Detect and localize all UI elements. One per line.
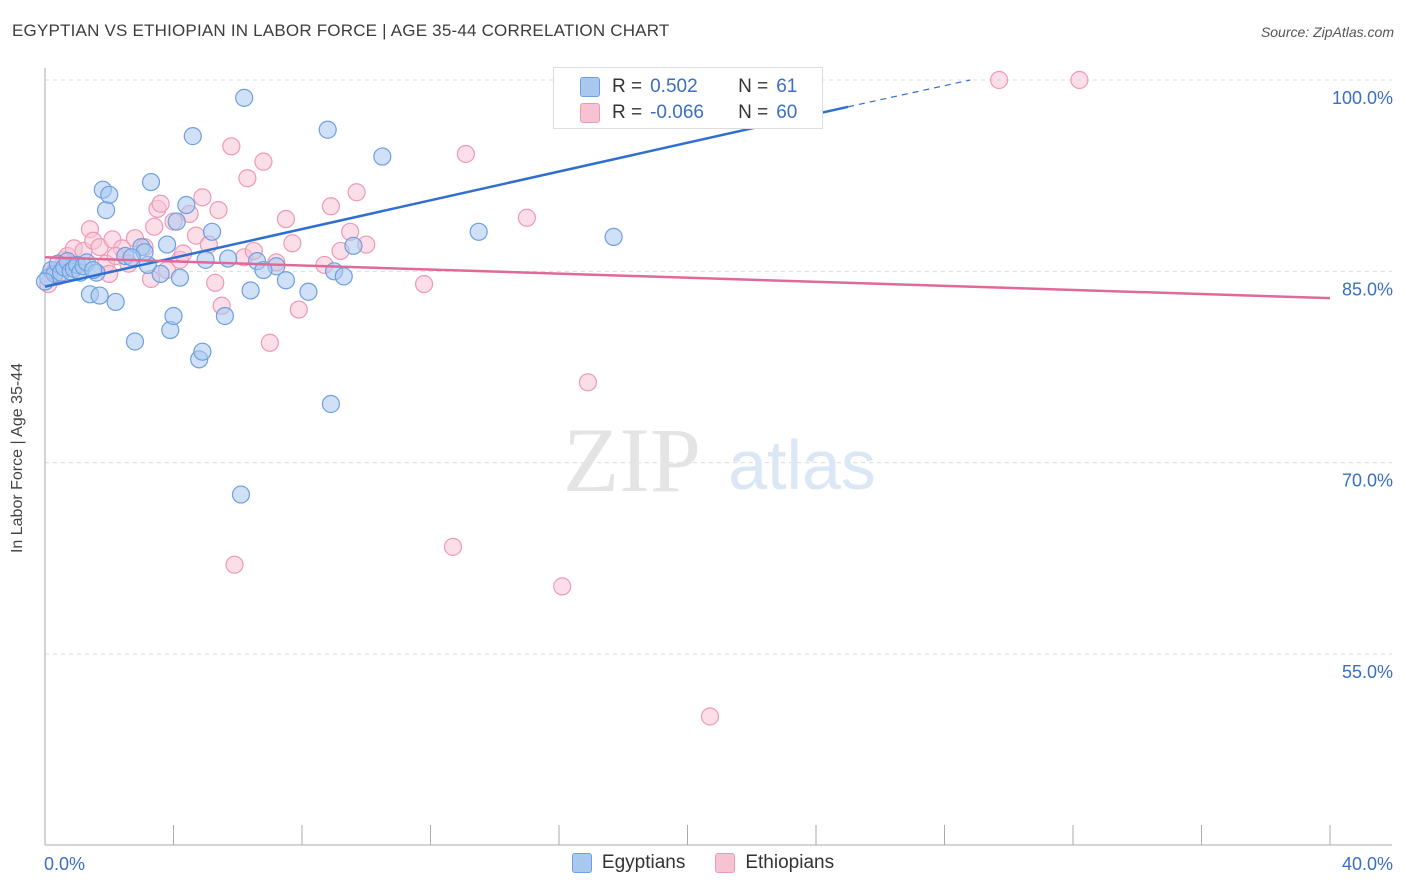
egyptians-points [35, 70, 761, 504]
x-tick-label: 40.0% [1342, 854, 1393, 874]
egyptian-point [334, 267, 353, 286]
ethiopian-point [145, 217, 164, 236]
chart-title: EGYPTIAN VS ETHIOPIAN IN LABOR FORCE | A… [12, 21, 670, 40]
ethiopian-point [578, 373, 598, 392]
watermark-zip: ZIP [563, 409, 701, 511]
ethiopian-point [990, 70, 1009, 90]
ethiopian-point [225, 555, 244, 574]
egyptian-point [170, 268, 190, 287]
stats-legend: R = 0.502 N = 61 R = -0.066 N = 60 [553, 67, 823, 129]
ethiopian-point [700, 707, 720, 726]
egyptian-point [469, 222, 488, 241]
watermark-atlas: atlas [728, 426, 876, 504]
legend-label-ethiopians: Ethiopians [745, 852, 835, 873]
egyptian-point [241, 281, 260, 300]
egyptian-point [106, 292, 125, 312]
ethiopian-point [260, 333, 279, 352]
y-tick-label: 85.0% [1342, 279, 1393, 299]
egyptians-swatch [571, 853, 592, 873]
legend-n-value: 61 [776, 76, 798, 97]
egyptian-point [196, 250, 215, 269]
ethiopian-point [238, 169, 257, 188]
x-tick-label: 0.0% [44, 854, 85, 874]
y-tick-label: 100.0% [1332, 88, 1393, 108]
egyptian-point [125, 332, 145, 351]
egyptian-point [164, 306, 183, 326]
egyptian-point [276, 271, 296, 290]
ethiopians-trendline [44, 256, 1331, 300]
egyptian-point [157, 235, 177, 254]
egyptian-point [122, 248, 141, 267]
ethiopian-point [276, 209, 296, 229]
egyptian-point [35, 272, 55, 291]
ethiopian-point [1070, 70, 1089, 90]
watermark: ZIP atlas [563, 409, 876, 511]
egyptian-point [183, 127, 202, 146]
ethiopian-point [289, 300, 308, 319]
egyptian-point [151, 264, 170, 283]
legend-n-value: 60 [776, 102, 798, 123]
egyptian-point [321, 394, 341, 414]
ethiopian-point [553, 577, 572, 596]
ethiopian-point [283, 234, 302, 253]
egyptian-point [141, 172, 161, 192]
legend-row-egyptians: R = 0.502 N = 61 [580, 76, 797, 98]
ethiopian-point [443, 537, 463, 556]
gridlines [45, 79, 1392, 655]
egyptian-point [100, 185, 119, 204]
ethiopian-point [206, 273, 225, 292]
egyptian-point [96, 201, 116, 220]
ethiopian-point [193, 188, 212, 207]
ethiopian-point [151, 194, 170, 213]
legend-r-value: 0.502 [650, 76, 698, 97]
y-tick-label: 70.0% [1342, 471, 1393, 491]
legend-item-ethiopians[interactable]: Ethiopians [715, 852, 834, 874]
egyptian-point [193, 342, 212, 361]
egyptian-point [344, 236, 363, 255]
ethiopian-point [222, 137, 241, 156]
legend-r-value: -0.066 [650, 102, 704, 123]
trendlines [44, 79, 1331, 300]
legend-r-label: R = [612, 102, 643, 123]
ethiopians-swatch [580, 103, 600, 123]
ethiopian-point [456, 144, 475, 164]
ethiopian-point [321, 197, 341, 216]
egyptian-point [231, 485, 251, 504]
egyptian-point [235, 88, 254, 107]
egyptian-point [202, 222, 222, 241]
legend-n-label: N = [738, 102, 769, 123]
axes [44, 68, 1392, 846]
ethiopian-point [254, 152, 273, 171]
egyptian-point [373, 147, 392, 166]
ethiopians-swatch [715, 853, 736, 873]
egyptian-point [254, 260, 273, 280]
egyptians-trendline [44, 105, 849, 288]
egyptian-point [604, 227, 623, 246]
egyptian-point [167, 212, 186, 231]
y-tick-label: 55.0% [1342, 662, 1393, 682]
ethiopian-point [414, 274, 434, 294]
egyptian-point [90, 286, 109, 305]
legend-item-egyptians[interactable]: Egyptians [571, 852, 686, 874]
legend-label-egyptians: Egyptians [601, 852, 686, 873]
egyptians-trendline-extension [847, 79, 971, 108]
source-label: Source: ZipAtlas.com [1260, 24, 1394, 40]
ethiopian-point [209, 201, 228, 220]
egyptian-point [215, 306, 234, 326]
egyptian-point [177, 195, 196, 215]
egyptian-point [318, 120, 337, 139]
ethiopian-point [517, 208, 536, 227]
y-axis-label: In Labor Force | Age 35-44 [9, 362, 26, 554]
tick-labels: 55.0% 70.0% 85.0% 100.0% 0.0% 40.0% [44, 88, 1393, 874]
egyptians-swatch [580, 77, 600, 97]
egyptian-point [299, 282, 318, 301]
legend-r-label: R = [612, 76, 643, 97]
ethiopian-point [347, 183, 366, 202]
legend-n-label: N = [738, 76, 769, 97]
series-legend: Egyptians Ethiopians [0, 852, 1406, 874]
legend-row-ethiopians: R = -0.066 N = 60 [580, 102, 797, 124]
